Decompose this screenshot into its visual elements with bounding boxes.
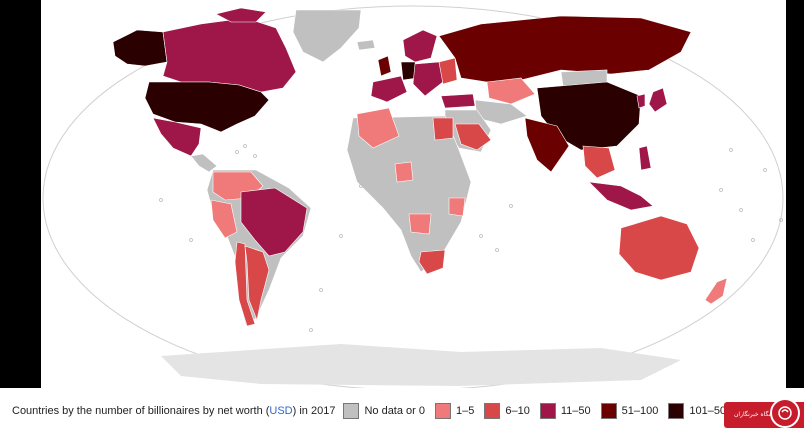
world-map [42,5,784,388]
country-greenland [292,9,362,63]
country-egypt [432,117,454,141]
country-canada [162,17,297,93]
legend-label: 101–500 [689,404,733,417]
country-scandinavia [402,29,438,63]
country-brazil [240,187,308,257]
legend-item-101-500: 101–500 [668,402,733,419]
country-uk [377,55,392,77]
legend-label: 11–50 [560,404,591,417]
country-nigeria [394,161,414,183]
legend-item-1-5: 1–5 [435,402,475,419]
small-island-markers [159,144,783,332]
legend-swatch [484,402,501,419]
country-new-zealand [704,277,728,305]
legend-item-6-10: 6–10 [484,402,530,419]
right-black-band [786,0,804,388]
country-australia [618,215,700,281]
country-argentina [244,245,270,322]
legend-item-51-100: 51–100 [600,402,659,419]
left-black-band [0,0,41,388]
legend-label: 6–10 [505,404,530,417]
caption-suffix: ) in 2017 [292,404,336,417]
map-caption: Countries by the number of billionaires … [12,405,335,417]
country-iceland [356,39,376,51]
country-central-america [190,153,218,173]
country-southeast-asia [582,145,616,179]
country-central-europe [412,61,444,97]
phone-icon [778,405,792,420]
country-antarctica [161,344,681,386]
legend-label: 1–5 [456,404,475,417]
legend-swatch [343,402,360,419]
caption-prefix: Countries by the number of billionaires … [12,404,270,417]
country-kazakhstan [486,77,536,105]
legend-swatch [539,402,556,419]
country-india [524,117,570,173]
country-canada-islands [215,7,267,23]
legend-label: 51–100 [621,404,659,417]
legend-label: No data or 0 [364,404,425,417]
country-philippines [638,145,652,171]
legend-item-11-50: 11–50 [539,402,591,419]
country-france-spain [370,75,408,103]
watermark-logo: باشگاه خبرنگاران [720,397,804,431]
legend-swatch [668,402,685,419]
country-morocco-algeria [356,107,400,149]
watermark-badge-icon [770,397,800,428]
country-russia [438,15,692,83]
country-saudi-arabia [454,123,492,151]
country-korea [636,93,646,109]
country-angola [408,213,432,235]
country-turkey [440,93,476,109]
watermark-text: باشگاه خبرنگاران [734,411,778,418]
watermark-banner: باشگاه خبرنگاران [724,397,804,428]
legend-row: Countries by the number of billionaires … [0,390,804,431]
legend-swatch [435,402,451,419]
country-tanzania [448,197,466,217]
country-africa [346,115,472,273]
country-alaska [112,29,168,67]
country-peru [210,199,238,239]
country-chile [234,241,256,327]
country-china [536,81,642,151]
legend-item-nodata: No data or 0 [343,402,425,419]
country-indonesia [588,181,654,211]
country-japan [648,87,668,113]
legend-swatch [600,402,617,419]
country-mexico [152,117,202,157]
country-eastern-europe [438,57,458,85]
country-usa [144,81,270,133]
country-south-africa [418,249,446,275]
caption-currency-link[interactable]: USD [269,404,293,417]
